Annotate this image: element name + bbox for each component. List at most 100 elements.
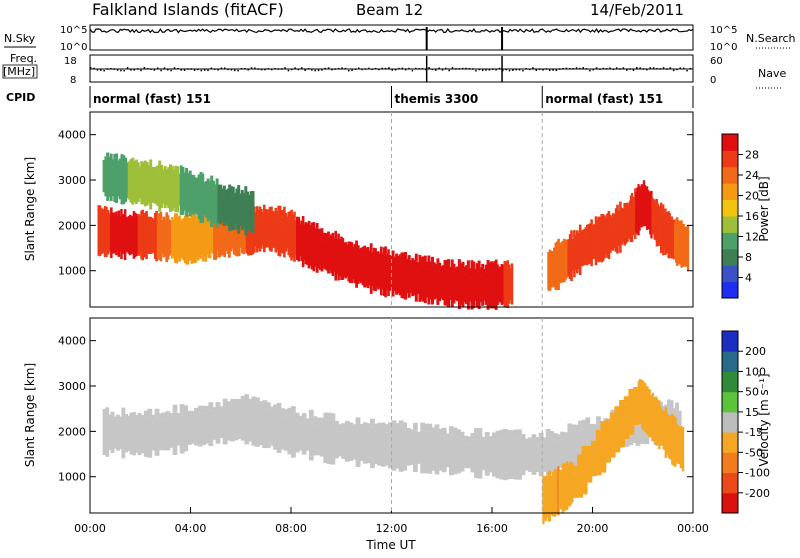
power-edge-1	[221, 188, 224, 197]
power-edge-1	[113, 153, 117, 162]
power-cell-1	[170, 173, 174, 211]
velocity-edge-0	[265, 402, 271, 411]
velocity-colorbar-swatch-5	[722, 391, 738, 413]
power-edge-1	[106, 152, 110, 161]
power-edge-1	[131, 157, 135, 166]
power-cell-0	[319, 236, 322, 270]
nave-dot	[391, 69, 393, 71]
power-cell-2	[557, 246, 560, 290]
power-cell-0	[380, 254, 383, 296]
velocity-edge-0	[661, 406, 666, 414]
power-edge-0	[301, 216, 305, 224]
power-cell-2	[583, 236, 586, 266]
power-cell-0	[330, 242, 333, 274]
power-cell-0	[337, 241, 340, 281]
power-edge-1	[156, 165, 160, 174]
power-colorbar-tick-label-1: 8	[745, 251, 752, 264]
power-edge-2	[601, 214, 605, 222]
velocity-cell-0	[377, 430, 382, 466]
power-edge-0	[171, 217, 174, 225]
velocity-edge-0	[581, 419, 587, 428]
velocity-cell-0	[387, 430, 393, 469]
velocity-cell-0	[481, 445, 486, 471]
velocity-edge-0	[161, 412, 167, 421]
velocity-edge-0	[675, 402, 679, 411]
power-edge-0	[463, 266, 467, 275]
date-title: 14/Feb/2011	[590, 1, 684, 19]
power-cell-1	[231, 194, 235, 231]
power-edge-0	[255, 206, 259, 215]
velocity-cell-0	[395, 431, 400, 469]
power-cell-0	[198, 226, 201, 258]
power-cell-0	[494, 267, 498, 310]
power-cell-0	[335, 246, 339, 275]
power-colorbar-swatch-5	[722, 199, 738, 217]
power-cell-2	[587, 232, 591, 264]
velocity-cell-0	[434, 432, 440, 475]
cpid-segment-1: themis 3300	[395, 92, 479, 106]
power-edge-2	[583, 228, 586, 237]
power-colorbar-tick-label-6: 28	[745, 149, 759, 162]
power-cell-0	[137, 222, 141, 256]
power-edge-2	[606, 213, 609, 222]
nave-dot	[592, 68, 594, 71]
nsearch-label: N.Search	[746, 32, 796, 45]
power-edge-0	[291, 214, 295, 223]
power-edge-2	[662, 204, 665, 213]
velocity-edge-0	[509, 430, 515, 439]
power-cell-1	[181, 175, 185, 215]
power-edge-0	[168, 219, 171, 228]
power-edge-1	[201, 173, 205, 182]
power-edge-2	[568, 234, 572, 243]
nave-dot	[193, 69, 196, 71]
power-edge-1	[170, 165, 174, 174]
nave-dot	[120, 69, 122, 72]
nsky-label: N.Sky	[4, 32, 36, 45]
velocity-edge-0	[409, 429, 415, 438]
velocity-cell-0	[373, 431, 379, 464]
power-edge-1	[136, 162, 140, 171]
nave-dot	[217, 69, 219, 71]
power-edge-0	[404, 252, 408, 260]
velocity-edge-0	[262, 400, 268, 409]
power-edge-0	[438, 262, 442, 271]
power-edge-1	[197, 174, 201, 183]
power-cell-0	[153, 221, 157, 259]
power-edge-0	[286, 216, 289, 225]
nave-dot	[626, 69, 628, 71]
velocity-cell-1	[591, 448, 597, 477]
velocity-cell-0	[129, 420, 134, 455]
velocity-cell-0	[265, 410, 271, 449]
power-edge-2	[596, 219, 599, 228]
power-edge-2	[650, 190, 653, 199]
velocity-edge-0	[158, 413, 163, 422]
velocity-cell-0	[560, 439, 565, 468]
power-edge-1	[134, 159, 138, 168]
power-edge-0	[352, 247, 355, 255]
power-edge-0	[270, 206, 273, 215]
power-cell-0	[165, 220, 168, 263]
nave-dot	[170, 69, 172, 72]
power-cell-0	[110, 215, 113, 259]
power-cell-0	[454, 275, 458, 300]
power-edge-0	[287, 211, 290, 220]
velocity-edge-0	[251, 396, 257, 405]
power-edge-0	[472, 261, 476, 270]
power-edge-0	[145, 211, 148, 219]
velocity-cell-0	[563, 440, 569, 466]
power-edge-2	[584, 227, 588, 236]
velocity-cell-1	[623, 404, 630, 439]
power-cell-0	[486, 268, 490, 310]
power-edge-1	[224, 190, 228, 199]
velocity-cell-0	[237, 407, 242, 439]
velocity-edge-0	[352, 424, 357, 433]
power-edge-1	[179, 165, 183, 174]
power-cell-2	[597, 224, 601, 263]
power-cell-2	[613, 222, 616, 248]
power-edge-2	[594, 216, 598, 225]
nave-dot	[93, 67, 95, 70]
power-cell-0	[500, 272, 504, 305]
power-edge-0	[205, 218, 209, 227]
power-ytick-label-3: 4000	[58, 129, 86, 142]
power-edge-0	[385, 254, 389, 263]
